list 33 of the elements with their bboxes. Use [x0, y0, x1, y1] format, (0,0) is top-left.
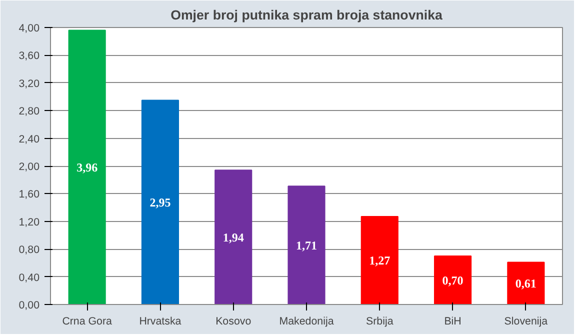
bar [141, 100, 179, 304]
bar [288, 186, 326, 304]
data-label: 0,70 [442, 273, 464, 288]
y-tick-label: 3,60 [18, 50, 40, 62]
bar [214, 170, 252, 304]
y-tick-label: 0,00 [18, 300, 40, 312]
y-tick-label: 4,00 [18, 22, 40, 34]
x-tick-label: Hrvatska [139, 316, 182, 328]
x-tick-label: Crna Gora [62, 316, 112, 328]
y-tick-label: 3,20 [18, 78, 40, 90]
data-label: 1,94 [222, 230, 244, 244]
x-tick-label: Makedonija [279, 316, 334, 328]
x-tick-label: Kosovo [216, 316, 252, 328]
bar [507, 262, 545, 304]
bar [68, 30, 106, 304]
y-tick-label: 0,80 [18, 244, 40, 256]
bar [434, 256, 472, 304]
y-tick-label: 0,40 [18, 272, 40, 284]
x-tick-label: Slovenija [504, 316, 548, 328]
y-tick-label: 2,00 [18, 161, 40, 173]
data-label: 0,61 [515, 276, 536, 290]
data-label: 2,95 [150, 195, 171, 210]
data-label: 1,71 [296, 238, 317, 252]
x-tick-label: BiH [444, 316, 462, 328]
data-label: 3,96 [76, 160, 98, 174]
x-tick-label: Srbija [366, 316, 394, 328]
y-tick-label: 1,20 [18, 216, 40, 228]
y-tick-label: 1,60 [18, 188, 40, 201]
data-label: 1,27 [369, 254, 390, 268]
y-tick-label: 2,80 [18, 106, 40, 118]
chart-title: Omjer broj putnika spram broja stanovnika [170, 8, 443, 22]
bar [360, 216, 398, 304]
y-tick-label: 2,40 [18, 133, 40, 146]
